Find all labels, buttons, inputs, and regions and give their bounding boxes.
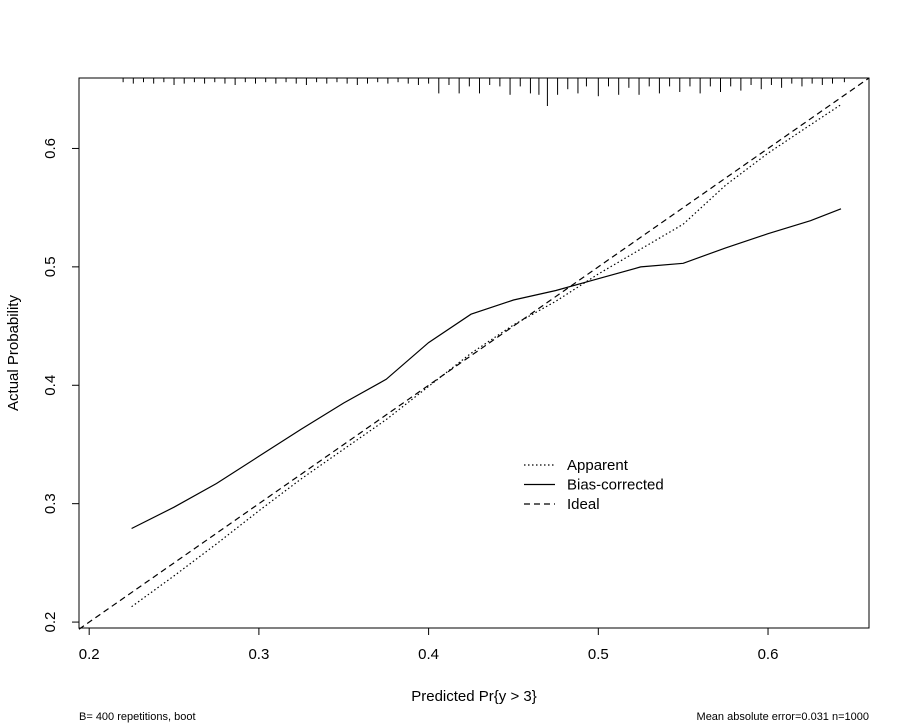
footnote-left: B= 400 repetitions, boot (79, 711, 196, 723)
legend-label: Ideal (567, 496, 600, 513)
y-axis: 0.2 0.3 0.4 0.5 0.6 (42, 138, 80, 633)
footnote-right: Mean absolute error=0.031 n=1000 (697, 711, 869, 723)
y-tick-label: 0.2 (42, 612, 59, 633)
legend: Apparent Bias-corrected Ideal (524, 457, 664, 513)
x-tick-label: 0.3 (248, 646, 269, 663)
y-tick-label: 0.5 (42, 256, 59, 277)
x-axis: 0.2 0.3 0.4 0.5 0.6 (79, 627, 779, 663)
y-tick-label: 0.4 (42, 375, 59, 396)
x-tick-label: 0.6 (758, 646, 779, 663)
series-line-apparent (131, 104, 842, 608)
y-tick-label: 0.3 (42, 493, 59, 514)
series-lines (78, 77, 870, 630)
series-line-bias-corrected (131, 208, 842, 530)
series-line-ideal (78, 77, 870, 630)
x-axis-label: Predicted Pr{y > 3} (411, 688, 537, 705)
rug-ticks (122, 78, 845, 106)
y-tick-label: 0.6 (42, 138, 59, 159)
x-tick-label: 0.4 (418, 646, 439, 663)
y-axis-label: Actual Probability (5, 295, 22, 411)
x-tick-label: 0.5 (588, 646, 609, 663)
x-tick-label: 0.2 (79, 646, 100, 663)
legend-label: Bias-corrected (567, 477, 664, 494)
legend-label: Apparent (567, 457, 629, 474)
